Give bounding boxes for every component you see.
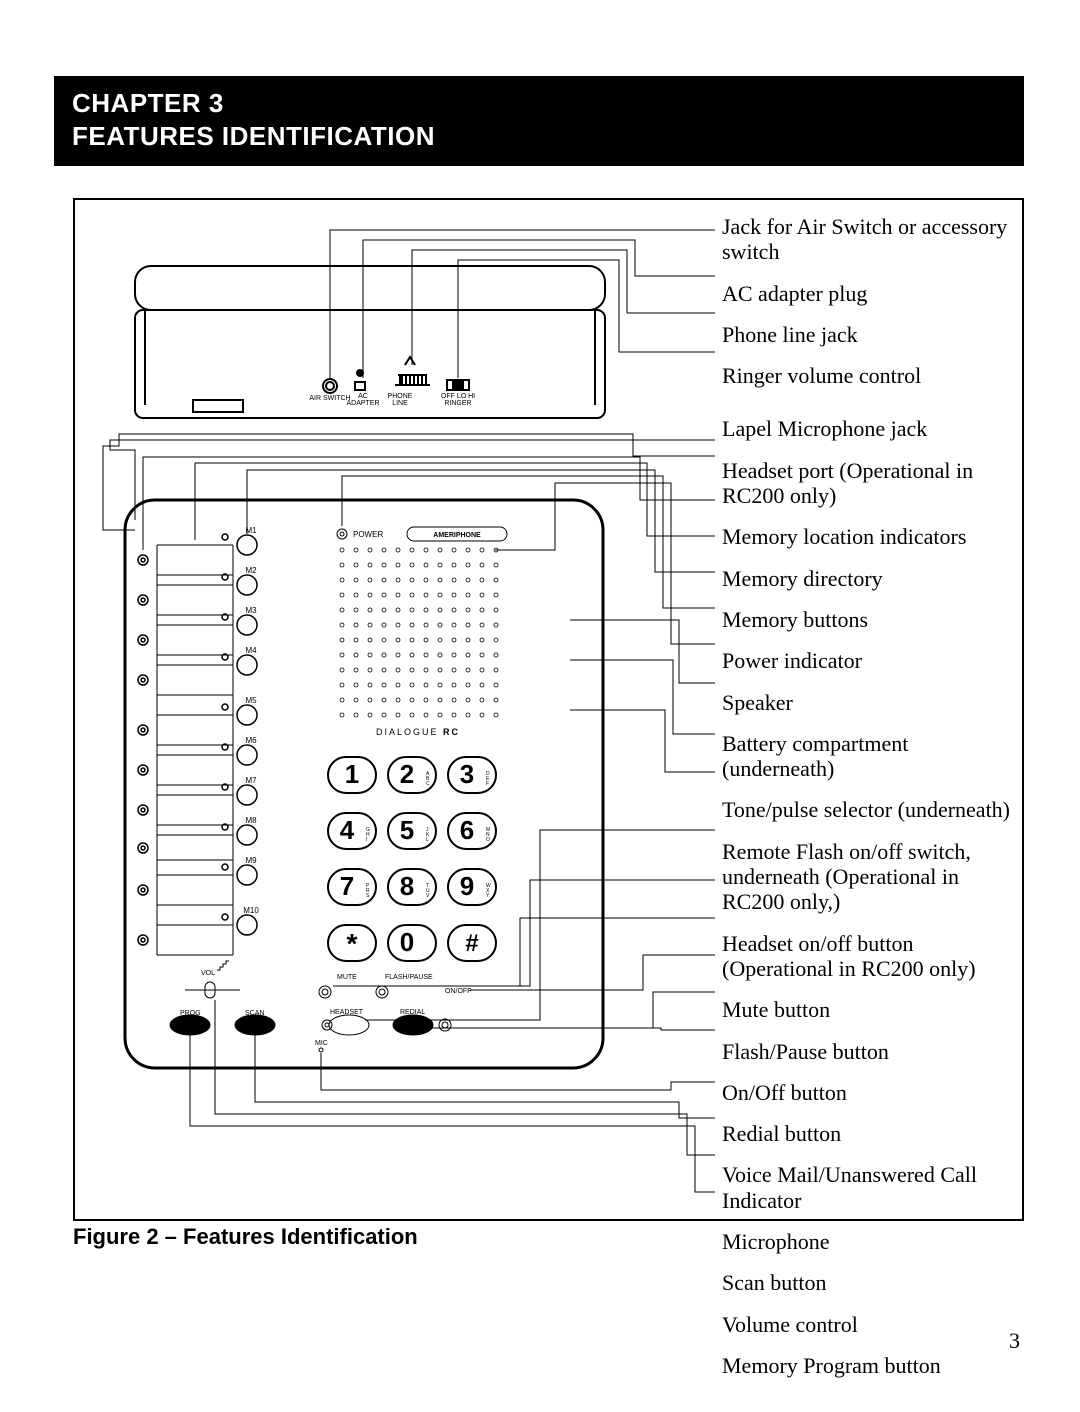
svg-text:M2: M2 (245, 566, 257, 575)
svg-text:F: F (486, 781, 489, 787)
label-power-indicator: Power indicator (722, 648, 1017, 673)
chapter-line1: CHAPTER 3 (72, 88, 1006, 119)
svg-text:3: 3 (460, 759, 474, 789)
label-volume-control: Volume control (722, 1312, 1017, 1337)
svg-text:M5: M5 (245, 696, 257, 705)
label-battery: Battery compartment (underneath) (722, 731, 1017, 782)
svg-text:M3: M3 (245, 606, 257, 615)
label-headset-port: Headset port (Operational in RC200 only) (722, 458, 1017, 509)
diagram-container: AIR SWITCH AC ADAPTER PHONE LINE OFF LO … (73, 198, 1024, 1221)
label-ac-adapter: AC adapter plug (722, 281, 1017, 306)
label-jack-airswitch: Jack for Air Switch or accessory switch (722, 214, 1017, 265)
chapter-header: CHAPTER 3 FEATURES IDENTIFICATION (54, 76, 1024, 166)
svg-text:L: L (426, 837, 429, 843)
svg-text:AMERIPHONE: AMERIPHONE (433, 532, 481, 539)
label-memory-buttons: Memory buttons (722, 607, 1017, 632)
label-voicemail: Voice Mail/Unanswered Call Indicator (722, 1162, 1017, 1213)
label-on-off: On/Off button (722, 1080, 1017, 1105)
svg-text:AC: AC (358, 393, 368, 400)
svg-text:ADAPTER: ADAPTER (346, 400, 379, 407)
svg-text:OFF LO HI: OFF LO HI (441, 393, 475, 400)
label-redial: Redial button (722, 1121, 1017, 1146)
svg-text:M8: M8 (245, 816, 257, 825)
svg-text:DIALOGUE RC: DIALOGUE RC (376, 727, 460, 737)
label-remote-flash: Remote Flash on/off switch, underneath (… (722, 839, 1017, 915)
page-number: 3 (1009, 1328, 1020, 1354)
label-headset-onoff: Headset on/off button (Operational in RC… (722, 931, 1017, 982)
svg-text:M9: M9 (245, 856, 257, 865)
svg-text:8: 8 (400, 871, 414, 901)
svg-text:PHONE: PHONE (388, 393, 413, 400)
label-ringer-volume: Ringer volume control (722, 363, 1017, 388)
svg-text:ON/OFF: ON/OFF (445, 988, 471, 995)
svg-text:MUTE: MUTE (337, 974, 357, 981)
svg-text:RINGER: RINGER (444, 400, 471, 407)
svg-text:*: * (347, 928, 358, 959)
svg-text:M4: M4 (245, 646, 257, 655)
svg-text:LINE: LINE (392, 400, 408, 407)
label-lapel-mic: Lapel Microphone jack (722, 416, 1017, 441)
label-memory-program: Memory Program button (722, 1353, 1017, 1378)
svg-text:0: 0 (400, 927, 414, 957)
svg-text:6: 6 (460, 815, 474, 845)
label-tone-pulse: Tone/pulse selector (underneath) (722, 797, 1017, 822)
svg-text:2: 2 (400, 759, 414, 789)
svg-text:AIR SWITCH: AIR SWITCH (309, 395, 350, 402)
svg-text:VOL: VOL (201, 970, 215, 977)
svg-text:O: O (486, 837, 490, 843)
svg-text:1: 1 (345, 759, 359, 789)
label-phone-line: Phone line jack (722, 322, 1017, 347)
svg-text:POWER: POWER (353, 530, 383, 539)
svg-text:FLASH/PAUSE: FLASH/PAUSE (385, 974, 433, 981)
phone-diagram: AIR SWITCH AC ADAPTER PHONE LINE OFF LO … (75, 200, 715, 1223)
svg-text:M10: M10 (243, 906, 259, 915)
svg-text:MIC: MIC (315, 1040, 328, 1047)
svg-text:5: 5 (400, 815, 414, 845)
label-microphone: Microphone (722, 1229, 1017, 1254)
svg-text:M7: M7 (245, 776, 257, 785)
svg-text:M6: M6 (245, 736, 257, 745)
svg-text:C: C (426, 781, 430, 787)
label-memory-directory: Memory directory (722, 566, 1017, 591)
label-memory-indicators: Memory location indicators (722, 524, 1017, 549)
svg-text:I: I (366, 837, 367, 843)
label-column: Jack for Air Switch or accessory switch … (722, 214, 1017, 1394)
label-scan: Scan button (722, 1270, 1017, 1295)
label-flash-pause: Flash/Pause button (722, 1039, 1017, 1064)
label-mute: Mute button (722, 997, 1017, 1022)
svg-text:#: # (465, 930, 478, 957)
svg-text:7: 7 (340, 871, 354, 901)
chapter-line2: FEATURES IDENTIFICATION (72, 121, 1006, 152)
svg-text:9: 9 (460, 871, 474, 901)
label-speaker: Speaker (722, 690, 1017, 715)
svg-text:4: 4 (340, 815, 355, 845)
svg-text:Y: Y (486, 893, 490, 899)
figure-caption: Figure 2 – Features Identification (73, 1224, 418, 1250)
